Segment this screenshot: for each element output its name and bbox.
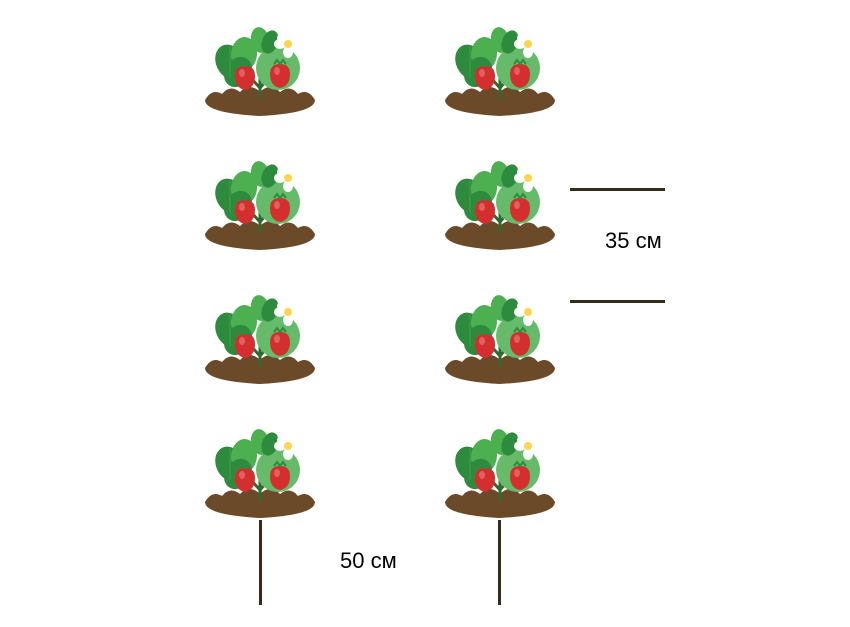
row-spacing-label: 35 см: [605, 228, 662, 254]
plant-r1-c1: [200, 18, 320, 118]
plant-r3-c2: [440, 286, 560, 386]
plant-r4-c2: [440, 420, 560, 520]
plant-r1-c2: [440, 18, 560, 118]
plant-r2-c1: [200, 152, 320, 252]
plant-r4-c1: [200, 420, 320, 520]
plant-r2-c2: [440, 152, 560, 252]
col-spacing-marker-left: [259, 520, 262, 605]
row-spacing-marker-bottom: [570, 300, 665, 303]
plant-r3-c1: [200, 286, 320, 386]
col-spacing-label: 50 см: [340, 548, 397, 574]
row-spacing-marker-top: [570, 188, 665, 191]
col-spacing-marker-right: [498, 520, 501, 605]
